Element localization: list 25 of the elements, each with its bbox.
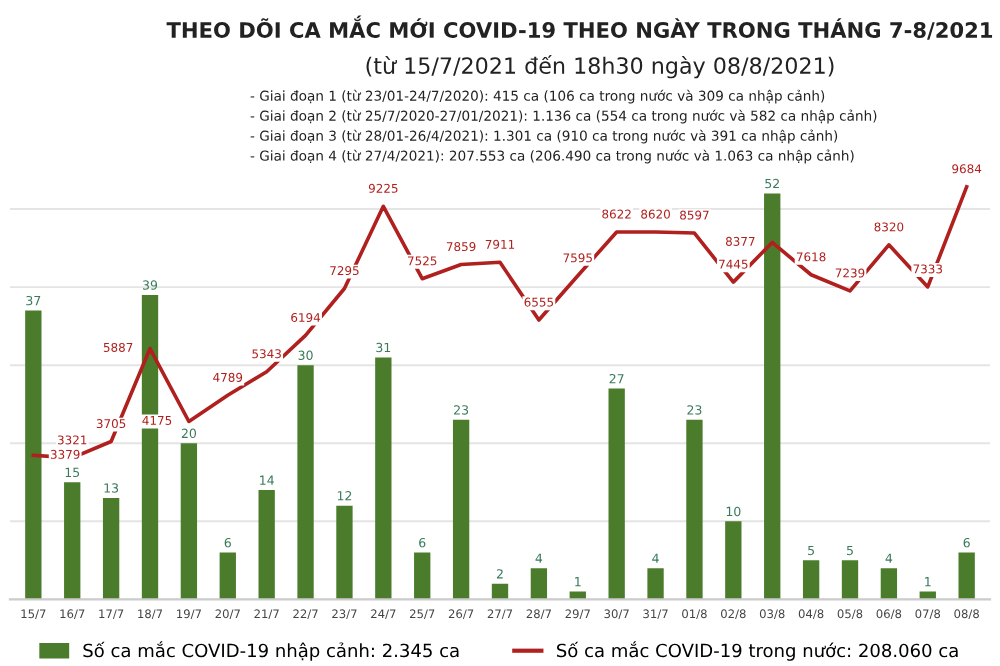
- legend-label: Số ca mắc COVID-19 nhập cảnh: 2.345 ca: [83, 641, 459, 661]
- bar: [725, 521, 742, 600]
- bar: [841, 560, 859, 600]
- bar: [297, 365, 314, 600]
- bar: [686, 419, 703, 600]
- bar: [375, 357, 392, 600]
- bar: [219, 552, 236, 600]
- bar: [25, 310, 42, 600]
- bar: [102, 497, 120, 600]
- bar: [452, 419, 470, 600]
- bar: [530, 568, 548, 600]
- bar: [414, 552, 431, 600]
- bar: [336, 505, 353, 600]
- chart-title: THEO DÕI CA MẮC MỚI COVID-19 THEO NGÀY TRONG THÁNG 7-8/2021: [166, 15, 993, 40]
- bar: [880, 568, 898, 600]
- bar: [647, 568, 664, 600]
- bar: [258, 490, 275, 600]
- chart-subtitle: (từ 15/7/2021 đến 18h30 ngày 08/8/2021): [366, 54, 834, 79]
- bar: [180, 443, 198, 600]
- bar: [764, 193, 781, 600]
- bar: [608, 388, 625, 600]
- bar: [64, 482, 81, 600]
- legend-label: Số ca mắc COVID-19 trong nước: 208.060 ca: [557, 641, 958, 661]
- bar: [802, 560, 820, 600]
- bar: [958, 552, 975, 600]
